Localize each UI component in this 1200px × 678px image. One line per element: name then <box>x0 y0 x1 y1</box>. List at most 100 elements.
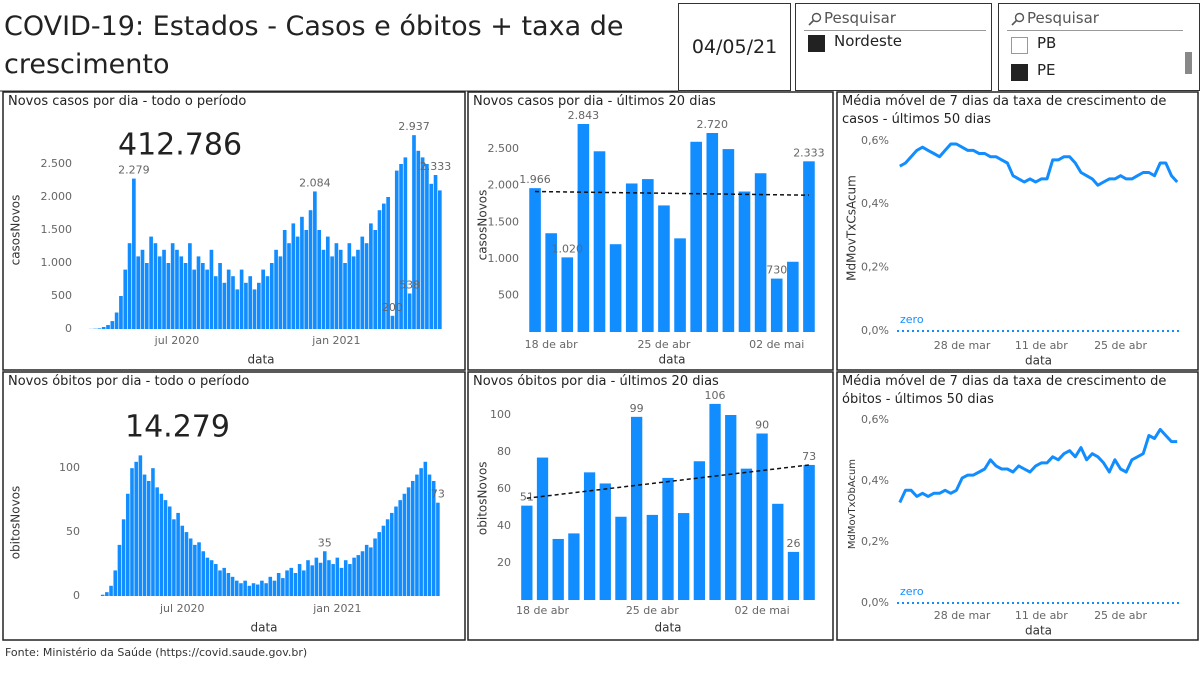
scrollbar[interactable] <box>1185 52 1192 74</box>
bar <box>231 276 235 329</box>
bar <box>416 150 421 329</box>
x-tick-label: 25 de abr <box>637 338 690 351</box>
bar <box>772 503 784 600</box>
bar <box>377 532 382 596</box>
bar <box>334 243 339 329</box>
x-tick-label: 25 de abr <box>626 604 679 617</box>
bar <box>281 578 285 596</box>
bar <box>321 249 326 329</box>
y-tick-label: 20 <box>497 556 511 569</box>
bar <box>536 457 549 600</box>
y-tick-label: 500 <box>51 289 72 302</box>
bar <box>327 560 331 596</box>
bar <box>134 461 138 596</box>
bar <box>222 567 226 596</box>
bar <box>179 256 184 329</box>
bar <box>101 327 106 329</box>
trend-line <box>535 190 809 196</box>
bar <box>278 256 283 329</box>
checkbox[interactable] <box>808 35 825 52</box>
slicer-item[interactable]: PE <box>1037 61 1056 79</box>
bar <box>351 256 356 329</box>
search-box[interactable]: Pesquisar <box>824 9 896 27</box>
bar <box>218 570 222 596</box>
y-tick-label: 2.000 <box>488 179 520 192</box>
data-label: 26 <box>786 537 800 550</box>
bar <box>738 191 751 332</box>
bar <box>385 519 390 596</box>
x-tick-label: jan 2021 <box>311 334 360 347</box>
bar <box>615 516 627 600</box>
data-label: 90 <box>755 419 769 432</box>
y-tick-label: 50 <box>66 525 80 538</box>
bar <box>239 583 243 596</box>
bar <box>248 276 253 329</box>
y-tick-label: 1.500 <box>488 215 520 228</box>
x-axis-title: data <box>250 621 277 635</box>
x-axis-title: data <box>654 621 681 635</box>
bar <box>678 513 690 600</box>
bar <box>149 236 153 329</box>
bar <box>300 216 304 329</box>
slicer-item[interactable]: PB <box>1037 34 1057 52</box>
footer-source: Fonte: Ministério da Saúde (https://covi… <box>5 646 308 659</box>
slicer[interactable]: Pesquisar Nordeste <box>795 3 992 91</box>
bar <box>230 576 235 596</box>
bar <box>529 188 541 332</box>
search-underline <box>804 30 986 31</box>
bar <box>381 203 386 329</box>
total-card: 412.786 <box>118 128 242 163</box>
y-tick-label: 60 <box>497 482 511 495</box>
bar <box>352 557 356 596</box>
bar <box>369 547 373 596</box>
bar <box>343 560 348 596</box>
bar <box>593 151 606 332</box>
data-label: 1.020 <box>552 242 584 255</box>
bar <box>360 236 365 329</box>
search-box[interactable]: Pesquisar <box>1027 9 1099 27</box>
bar <box>297 564 302 596</box>
trend-line <box>526 464 810 499</box>
checkbox[interactable] <box>1011 64 1028 81</box>
bar <box>436 502 440 596</box>
bar <box>276 572 281 596</box>
bar <box>109 585 113 596</box>
bar <box>360 551 365 596</box>
bar <box>244 282 248 329</box>
bar <box>304 230 309 329</box>
data-label: 106 <box>705 389 726 402</box>
bar <box>184 532 189 596</box>
bar <box>306 560 310 596</box>
slicer-item[interactable]: Nordeste <box>834 32 902 50</box>
reference-label: zero <box>900 313 924 326</box>
checkbox[interactable] <box>1011 37 1028 54</box>
bar <box>142 474 147 596</box>
bar <box>153 243 158 329</box>
y-tick-label: 100 <box>59 461 80 474</box>
x-tick-label: 28 de mar <box>934 609 991 622</box>
bar <box>235 289 240 329</box>
bar <box>693 461 706 600</box>
bar <box>545 233 557 332</box>
y-tick-label: 0,0% <box>861 324 889 337</box>
slicer[interactable]: Pesquisar PB PE <box>998 3 1200 91</box>
bar <box>123 269 128 329</box>
bar <box>343 263 347 329</box>
bar <box>132 178 136 329</box>
bar <box>226 269 231 329</box>
bar <box>213 276 218 329</box>
bar <box>214 564 218 596</box>
bar <box>193 544 197 596</box>
data-label: 73 <box>431 488 445 501</box>
y-tick-label: 1.500 <box>41 223 73 236</box>
x-tick-label: 11 de abr <box>1015 339 1068 352</box>
bar <box>803 161 815 332</box>
bar <box>406 487 411 596</box>
bar <box>335 557 340 596</box>
bar <box>289 567 294 596</box>
bar <box>331 564 335 596</box>
data-label: 99 <box>630 402 644 415</box>
bar <box>257 282 261 329</box>
x-tick-label: 28 de mar <box>934 339 991 352</box>
bar <box>402 493 407 596</box>
